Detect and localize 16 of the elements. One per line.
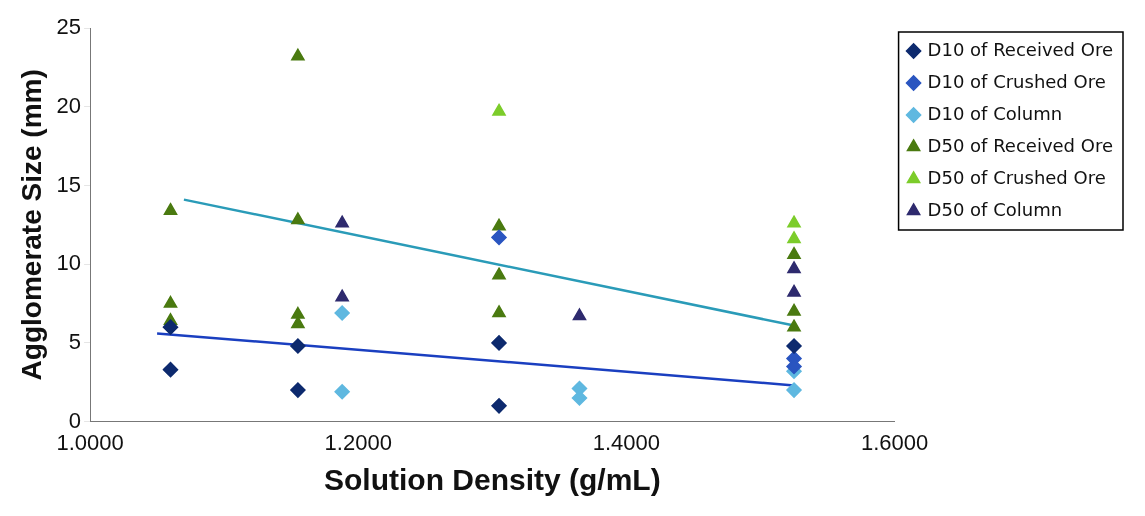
y-tick-label: 10 bbox=[56, 250, 82, 276]
x-tick-label: 1.6000 bbox=[860, 429, 929, 455]
y-tick-label: 15 bbox=[56, 171, 82, 197]
y-tick-label: 25 bbox=[56, 14, 82, 40]
legend-label: D50 of Column bbox=[927, 198, 1063, 220]
y-tick-label: 5 bbox=[68, 328, 82, 354]
x-tick-label: 1.2000 bbox=[324, 429, 392, 455]
legend-label: D50 of Crushed Ore bbox=[927, 166, 1106, 188]
legend-label: D10 of Received Ore bbox=[927, 38, 1114, 60]
y-tick-label: 20 bbox=[56, 92, 82, 118]
x-axis-title: Solution Density (g/mL) bbox=[324, 463, 661, 497]
legend-label: D10 of Crushed Ore bbox=[927, 70, 1106, 92]
y-axis-title: Agglomerate Size (mm) bbox=[15, 69, 47, 381]
legend-label: D50 of Received Ore bbox=[927, 134, 1114, 156]
x-tick-label: 1.4000 bbox=[592, 429, 661, 455]
legend-label: D10 of Column bbox=[927, 102, 1063, 124]
